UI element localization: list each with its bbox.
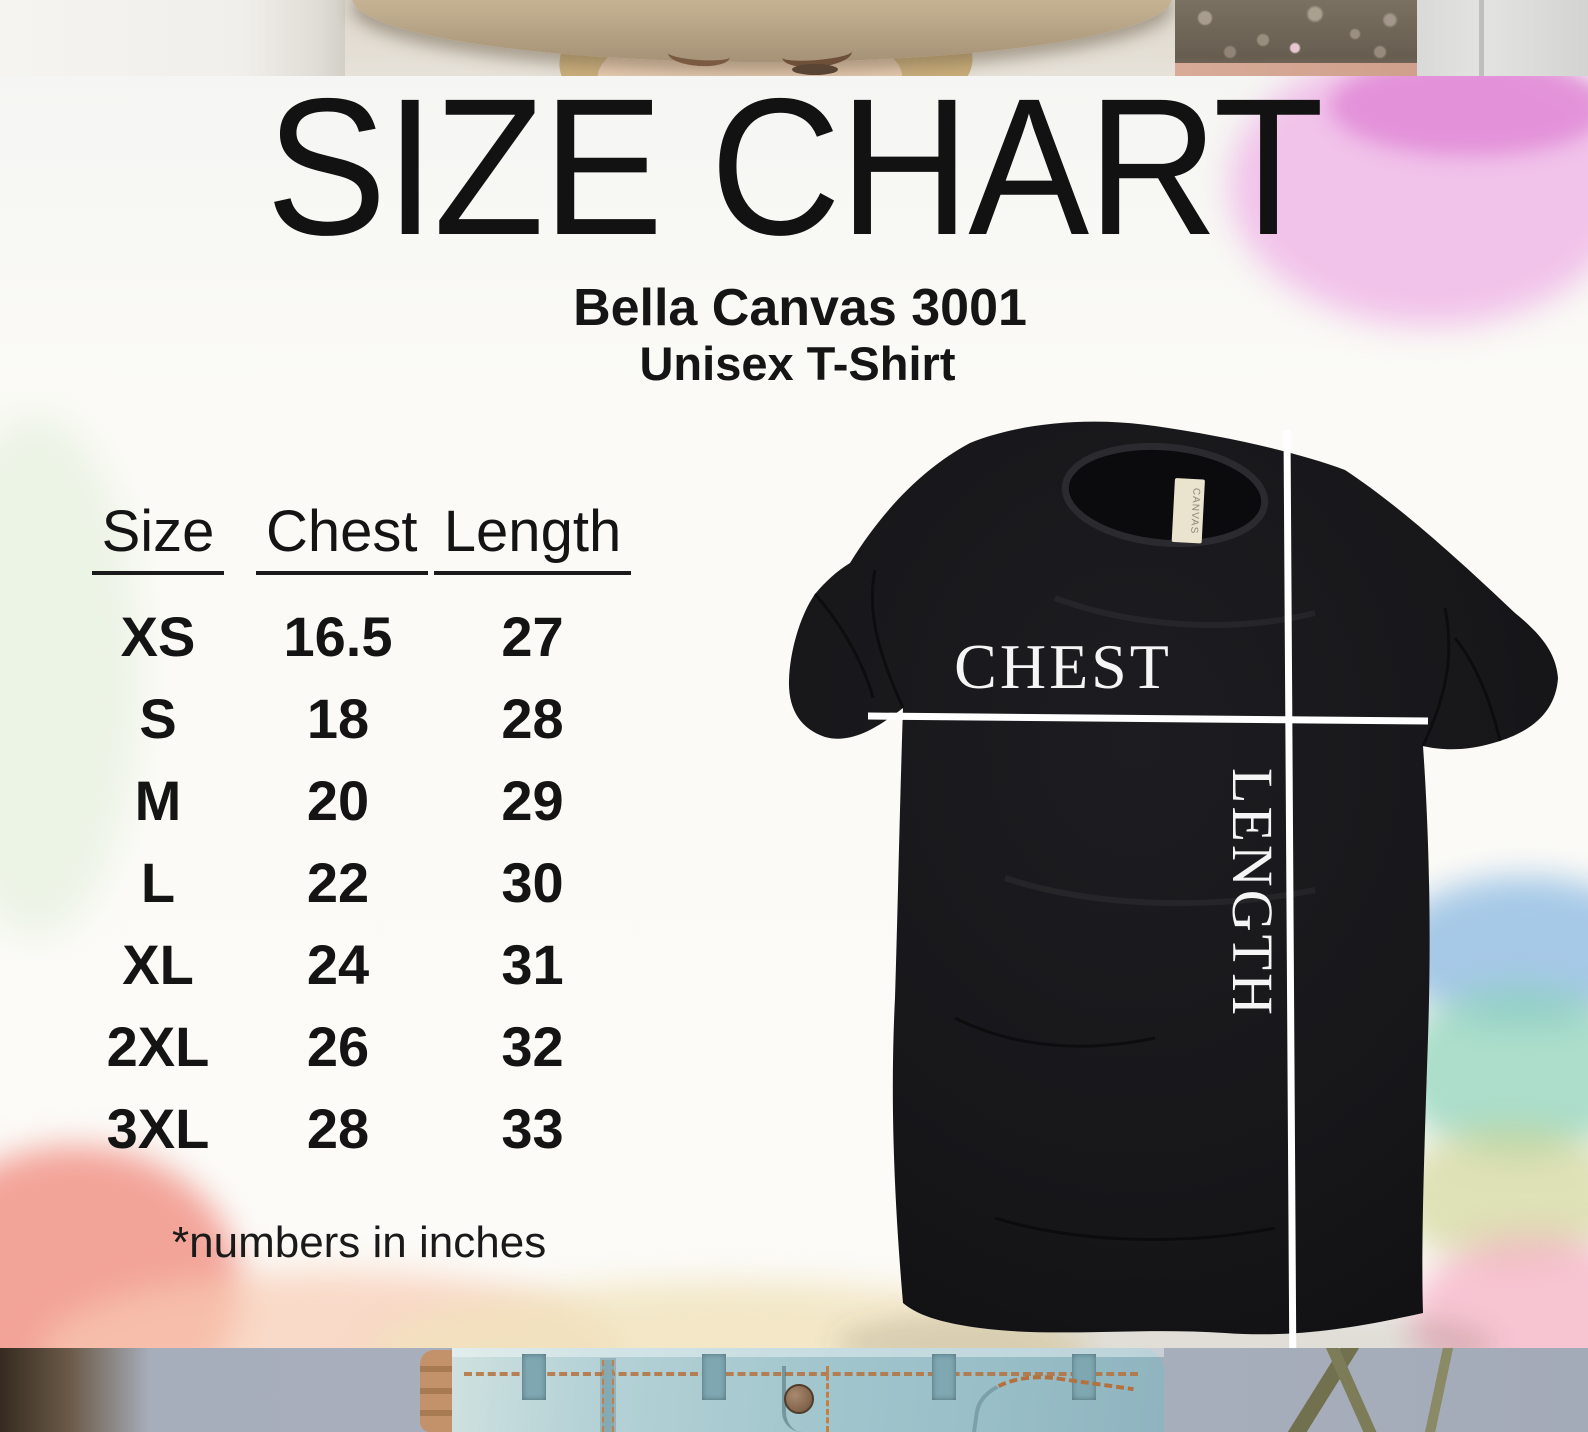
header-size: Size bbox=[60, 498, 256, 575]
cell-size: XS bbox=[120, 604, 196, 668]
cell-length: 31 bbox=[501, 932, 564, 996]
cell-size: XL bbox=[122, 932, 194, 996]
table-row: M 20 29 bbox=[60, 759, 645, 841]
cell-length: 33 bbox=[501, 1096, 564, 1160]
fabric-highlights bbox=[1004, 595, 1316, 907]
header-length: Length bbox=[420, 498, 645, 575]
table-row: 3XL 28 33 bbox=[60, 1087, 645, 1169]
fabric-folds bbox=[813, 569, 1502, 1241]
jeans-seam bbox=[602, 1360, 614, 1432]
cell-length: 30 bbox=[501, 850, 564, 914]
cell-size: M bbox=[134, 768, 182, 832]
table-row: XS 16.5 27 bbox=[60, 595, 645, 677]
cell-chest: 22 bbox=[306, 850, 370, 914]
eye bbox=[792, 64, 838, 75]
tshirt-diagram: CANVAS CHEST LENGTH bbox=[788, 421, 1558, 1387]
belt-loop bbox=[932, 1354, 956, 1400]
cell-chest: 18 bbox=[306, 686, 370, 750]
units-footnote: *numbers in inches bbox=[172, 1218, 547, 1267]
header-chest: Chest bbox=[256, 498, 428, 575]
neck-tag: CANVAS bbox=[1171, 478, 1205, 544]
cell-chest: 26 bbox=[306, 1014, 370, 1078]
table-row: S 18 28 bbox=[60, 677, 645, 759]
belt-loop bbox=[1072, 1354, 1096, 1400]
wall-left bbox=[0, 0, 345, 76]
cell-chest: 24 bbox=[306, 932, 370, 996]
jeans-button bbox=[784, 1384, 814, 1414]
length-label: LENGTH bbox=[1220, 768, 1285, 1018]
dark-sparkle-board bbox=[1175, 0, 1417, 76]
cell-size: S bbox=[139, 686, 177, 750]
product-name: Bella Canvas 3001 bbox=[573, 279, 1027, 337]
collar-ribbing bbox=[1061, 442, 1269, 548]
cell-chest: 28 bbox=[306, 1096, 370, 1160]
cell-size: 2XL bbox=[106, 1014, 210, 1078]
wall-right bbox=[1417, 0, 1588, 76]
bottom-photo-strip bbox=[0, 1348, 1588, 1432]
table-header-row: Size Chest Length bbox=[60, 498, 645, 575]
cell-length: 29 bbox=[501, 768, 564, 832]
cell-length: 27 bbox=[501, 604, 564, 668]
product-type: Unisex T-Shirt bbox=[639, 337, 956, 390]
cell-chest: 16.5 bbox=[283, 604, 393, 668]
plant-stems bbox=[1255, 1348, 1485, 1432]
table-row: L 22 30 bbox=[60, 841, 645, 923]
cell-length: 28 bbox=[501, 686, 564, 750]
table-row: XL 24 31 bbox=[60, 923, 645, 1005]
cell-length: 32 bbox=[501, 1014, 564, 1078]
belt-loop bbox=[702, 1354, 726, 1400]
belt-loop bbox=[522, 1354, 546, 1400]
cell-size: L bbox=[140, 850, 176, 914]
table-row: 2XL 26 32 bbox=[60, 1005, 645, 1087]
frame-edge-line bbox=[1479, 0, 1484, 76]
plant-stem bbox=[1421, 1348, 1455, 1432]
size-table: Size Chest Length XS 16.5 27 S 18 28 M 2… bbox=[60, 498, 645, 1169]
waistband-highlight bbox=[452, 1348, 1164, 1357]
collar-opening bbox=[1065, 446, 1265, 544]
tshirt-body bbox=[788, 421, 1558, 1335]
top-photo-strip bbox=[0, 0, 1588, 76]
chest-measure-line bbox=[867, 712, 1429, 725]
length-measure-line bbox=[1283, 429, 1297, 1387]
cell-size: 3XL bbox=[106, 1096, 210, 1160]
chest-label: CHEST bbox=[954, 631, 1172, 702]
cell-chest: 20 bbox=[306, 768, 370, 832]
neck-tag-text: CANVAS bbox=[1188, 488, 1201, 535]
jeans bbox=[452, 1348, 1164, 1432]
page-title: SIZE CHART bbox=[265, 58, 1324, 276]
